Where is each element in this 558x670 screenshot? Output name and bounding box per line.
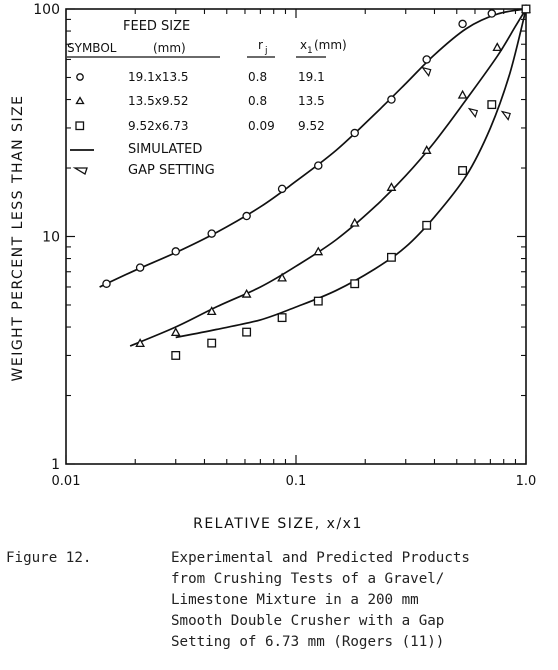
triangle-data-point [135,338,146,348]
legend-symbol-header: SYMBOL [67,41,117,55]
legend-x1-value: 19.1 [298,70,325,84]
legend-feed-value: 9.52x6.73 [128,119,189,133]
triangle-data-point [313,246,324,256]
circle-data-point [458,19,467,29]
caption-line: Smooth Double Crusher with a Gap [171,613,445,629]
circle-data-point [242,211,251,221]
legend-x1-value: 13.5 [298,94,325,108]
square-data-point [458,166,468,175]
gap-setting-markers [421,66,511,121]
legend-rj-header: r [258,38,263,52]
circle-data-point [387,95,396,104]
x-tick-label: 1.0 [516,474,537,489]
square-data-point [171,351,181,360]
caption-line: from Crushing Tests of a Gravel/ [171,571,445,587]
triangle-data-point [386,182,397,191]
caption-line: Experimental and Predicted Products [171,550,470,566]
y-tick-label: 10 [42,230,60,246]
square-data-point [386,252,396,262]
circle-data-point [135,263,145,272]
legend-row-square: 9.52x6.73 0.09 9.52 [75,119,325,133]
legend-rj-value: 0.8 [248,94,267,108]
square-data-point [277,313,287,323]
square-data-point [487,100,497,110]
legend-rj-value: 0.09 [248,119,275,133]
triangle-data-point [277,272,287,282]
y-axis-label: WEIGHT PERCENT LESS THAN SIZE [10,94,26,381]
axis-ticks [65,8,527,465]
triangle-data-point [206,306,217,316]
circle-data-point [102,279,111,288]
circle-data-point [314,161,323,170]
legend-triangle-marker [75,96,85,105]
legend-feed-size-header: FEED SIZE [123,19,190,34]
triangle-data-point [349,217,360,227]
legend-row-circle: 19.1x13.5 0.8 19.1 [76,70,325,84]
circle-data-point [277,184,287,194]
triangle-data-point [170,327,181,337]
circle-data-point [487,9,497,18]
square-data-point [242,327,252,337]
caption-label: Figure 12. [6,550,92,566]
legend-x1-sub: 1 [307,46,313,56]
y-tick-label: 100 [33,2,60,18]
simulated-curve-triangle [129,8,527,347]
triangle-data-point [492,42,503,52]
circle-data-point [422,55,431,64]
chart-canvas: 0.01 0.1 1.0 1 10 100 RELATIVE SIZE, x/x1 WEI… [10,2,536,532]
circle-data-point [171,247,180,256]
square-data-point [207,338,217,348]
x-tick-label: 0.1 [286,474,307,489]
caption-line: Setting of 6.73 mm (Rogers (11)) [171,634,445,650]
legend-x1-value: 9.52 [298,119,325,133]
gap-setting-marker [500,110,511,121]
square-data-point [313,296,323,306]
square-data-point [422,220,432,230]
triangle-data-point [241,288,252,298]
legend-simulated-label: SIMULATED [128,142,202,157]
data-markers [102,4,531,360]
gap-setting-marker [421,66,432,78]
legend-feed-value: 13.5x9.52 [128,94,189,108]
triangle-data-point [457,89,468,99]
legend-rj-value: 0.8 [248,70,267,84]
x-tick-label: 0.01 [52,474,81,489]
circle-data-point [207,229,216,238]
y-tick-label: 1 [51,457,60,473]
circle-data-point [350,128,359,138]
caption-line: Limestone Mixture in a 200 mm [171,592,419,608]
legend-mm-header: (mm) [153,41,186,55]
legend-x1-unit: (mm) [314,38,347,52]
legend-feed-value: 19.1x13.5 [128,70,189,84]
legend: FEED SIZE SYMBOL (mm) r j x 1 (mm) 19.1x… [67,19,347,178]
legend-row-triangle: 13.5x9.52 0.8 13.5 [75,94,325,108]
legend-gap-label: GAP SETTING [128,163,215,178]
square-data-point [521,4,531,14]
square-data-point [350,279,360,289]
legend-gap-marker [72,167,88,175]
caption-body: Experimental and Predicted Products from… [171,548,556,653]
legend-rj-sub: j [264,46,268,56]
legend-x1-header: x [300,38,307,52]
triangle-data-point [421,145,432,154]
gap-setting-marker [467,107,479,119]
legend-circle-marker [76,73,84,81]
x-axis-label: RELATIVE SIZE, x/x1 [193,516,363,532]
legend-square-marker [75,121,85,131]
tick-labels: 0.01 0.1 1.0 1 10 100 [33,2,536,489]
